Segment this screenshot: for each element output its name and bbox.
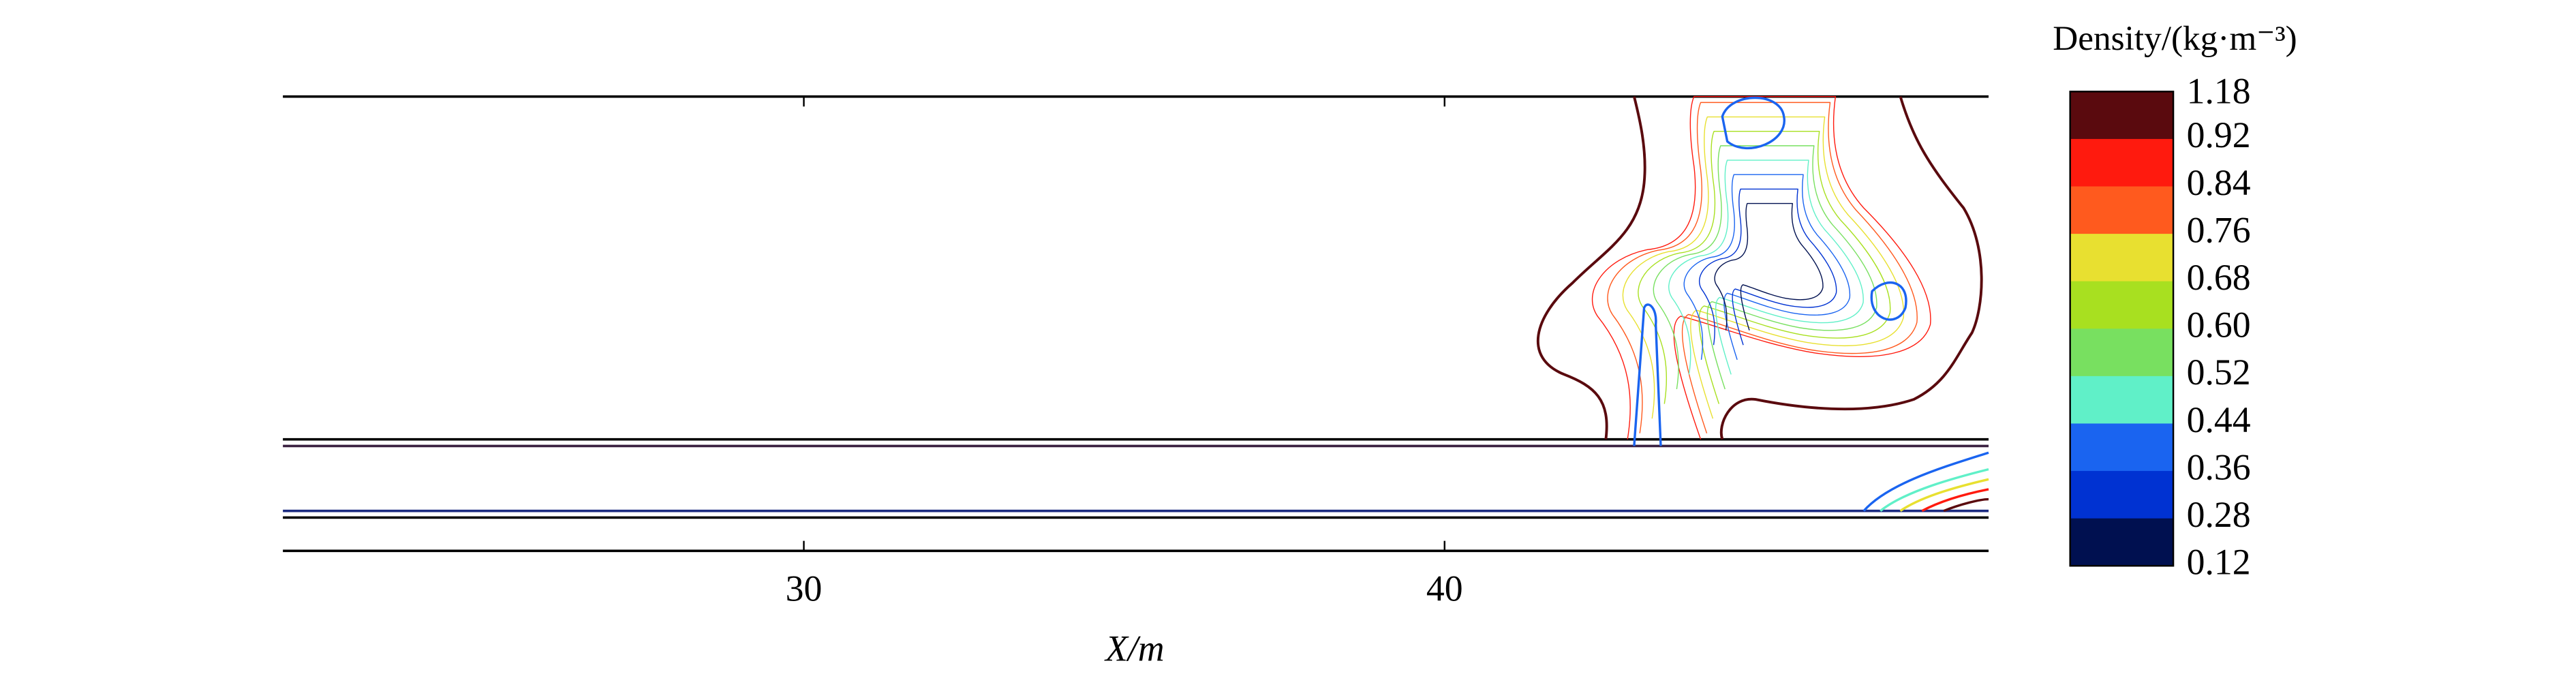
contour-line — [1715, 204, 1823, 331]
colorbar-band — [2070, 91, 2174, 140]
contour-line — [1669, 160, 1863, 374]
contour-line — [1638, 132, 1890, 404]
contour-line — [1899, 478, 1989, 512]
contours — [1537, 96, 1989, 512]
contour-line — [1653, 146, 1877, 389]
contour-line — [1593, 97, 1931, 440]
contour-line — [1880, 468, 1989, 512]
contour-line — [1537, 96, 1983, 440]
colorbar-band — [2070, 234, 2174, 282]
colorbar-band — [2070, 328, 2174, 378]
contour-line — [1921, 488, 1989, 512]
contour-line — [1943, 497, 1989, 512]
x-tick-label: 30 — [786, 568, 823, 609]
colorbar-tick-label: 0.36 — [2187, 446, 2251, 487]
colorbar-band — [2070, 376, 2174, 425]
contour-line — [1633, 96, 1907, 446]
contour-line — [1608, 102, 1917, 433]
contour-line — [1623, 117, 1903, 419]
channel-walls — [283, 95, 1989, 553]
colorbar-tick-label: 0.92 — [2187, 114, 2251, 155]
colorbar-tick-label: 0.52 — [2187, 352, 2251, 393]
colorbar-band — [2070, 471, 2174, 519]
colorbar-tick-label: 0.76 — [2187, 209, 2251, 250]
colorbar-band — [2070, 423, 2174, 472]
colorbar-tick-label: 1.18 — [2187, 71, 2251, 112]
colorbar-tick-label: 0.68 — [2187, 257, 2251, 298]
contour-line — [1700, 189, 1837, 345]
x-axis-label: X/m — [1104, 628, 1165, 669]
colorbar-frame — [2069, 91, 2175, 567]
colorbar-tick-label: 0.44 — [2187, 399, 2251, 440]
colorbar-band — [2070, 518, 2174, 567]
colorbar-band — [2070, 186, 2174, 235]
colorbar-band — [2070, 138, 2174, 187]
colorbar-tick-label: 0.84 — [2187, 162, 2251, 203]
colorbar-title: Density/(kg·m⁻³) — [2053, 19, 2297, 58]
colorbar-band — [2070, 281, 2174, 330]
colorbar-tick-label: 0.12 — [2187, 542, 2251, 583]
contour-line — [1684, 174, 1850, 360]
x-tick-label: 40 — [1426, 568, 1463, 609]
colorbar-tick-label: 0.28 — [2187, 494, 2251, 535]
colorbar-tick-label: 0.60 — [2187, 305, 2251, 346]
contour-line — [1862, 451, 1989, 512]
